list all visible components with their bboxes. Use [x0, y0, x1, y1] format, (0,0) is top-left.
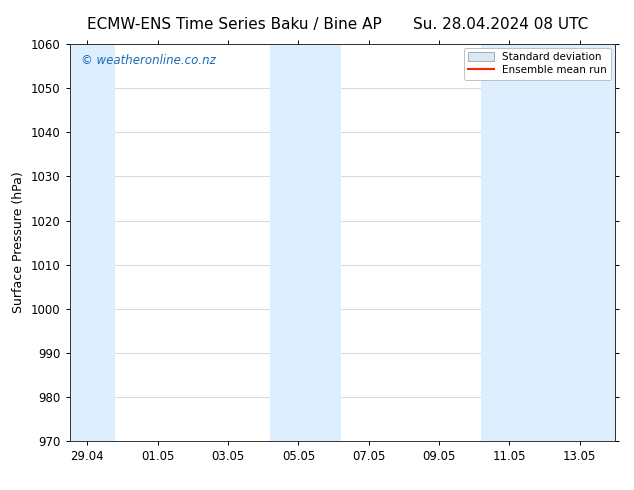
Bar [481, 44, 615, 441]
Bar [270, 44, 340, 441]
Text: Su. 28.04.2024 08 UTC: Su. 28.04.2024 08 UTC [413, 17, 588, 32]
Text: ECMW-ENS Time Series Baku / Bine AP: ECMW-ENS Time Series Baku / Bine AP [87, 17, 382, 32]
Text: © weatheronline.co.nz: © weatheronline.co.nz [81, 54, 216, 67]
Bar [70, 44, 115, 441]
Y-axis label: Surface Pressure (hPa): Surface Pressure (hPa) [13, 172, 25, 314]
Legend: Standard deviation, Ensemble mean run: Standard deviation, Ensemble mean run [464, 48, 611, 79]
